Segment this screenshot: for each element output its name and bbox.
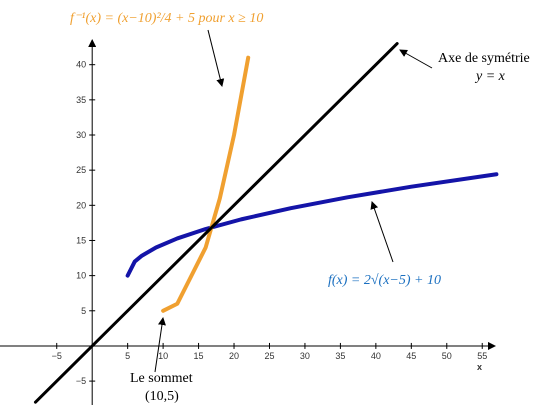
x-tick-label: 50: [442, 351, 452, 361]
y-tick-label: 10: [76, 271, 86, 281]
x-tick-label: 55: [477, 351, 487, 361]
x-axis-label: x: [477, 362, 482, 372]
x-tick-label: 30: [300, 351, 310, 361]
x-tick-label: 20: [229, 351, 239, 361]
x-tick-label: 10: [158, 351, 168, 361]
annotation: y = x: [474, 69, 506, 84]
x-tick-label: 15: [194, 351, 204, 361]
x-tick-label: 25: [264, 351, 274, 361]
y-tick-label: 20: [76, 200, 86, 210]
y-tick-label: 5: [81, 306, 86, 316]
arrow: [370, 201, 394, 263]
y-tick-label: −5: [76, 376, 86, 386]
x-tick-label: 40: [371, 351, 381, 361]
arrow: [207, 29, 225, 87]
x-tick-label: 5: [125, 351, 130, 361]
y-tick-label: 30: [76, 130, 86, 140]
x-tick-label: −5: [52, 351, 62, 361]
curve: [33, 42, 399, 404]
y-tick-label: 25: [76, 165, 86, 175]
y-tick-label: 40: [76, 60, 86, 70]
annotation: Le sommet: [130, 371, 193, 386]
annotation: (10,5): [145, 389, 179, 404]
annotation: f(x) = 2√(x−5) + 10: [328, 273, 441, 288]
annotation: Axe de symétrie: [438, 51, 530, 66]
curve: [161, 55, 251, 313]
x-tick-label: 35: [335, 351, 345, 361]
x-tick-label: 45: [406, 351, 416, 361]
arrow: [154, 317, 166, 373]
y-tick-label: 15: [76, 235, 86, 245]
annotation: f⁻¹(x) = (x−10)²/4 + 5 pour x ≥ 10: [70, 11, 263, 26]
arrow: [399, 49, 433, 69]
y-tick-label: 35: [76, 95, 86, 105]
curve: [125, 172, 499, 278]
